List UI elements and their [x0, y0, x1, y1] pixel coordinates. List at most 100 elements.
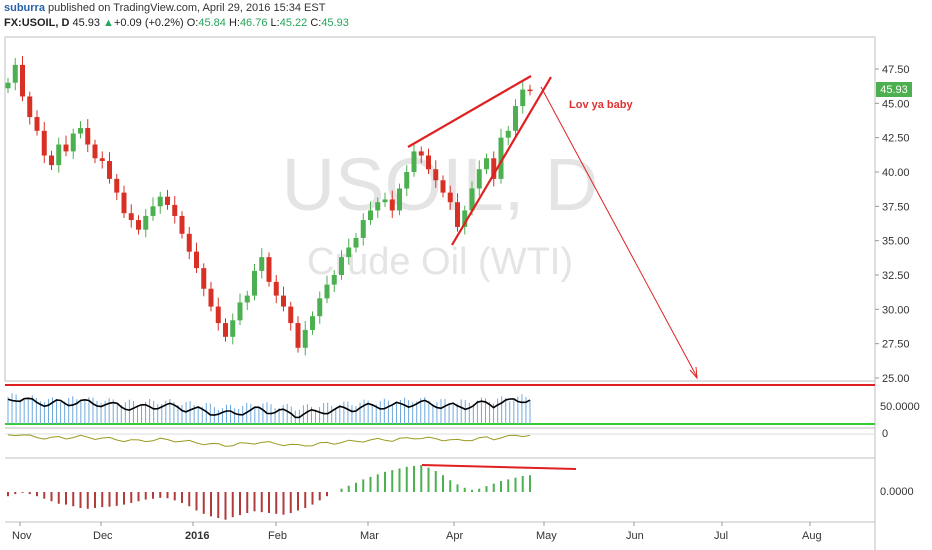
arrowhead-icon	[689, 366, 698, 380]
open-label: O:	[186, 17, 199, 29]
x-tick-label: 2016	[185, 530, 209, 542]
y-tick-label: 30.00	[882, 304, 910, 316]
wedge-lower-line[interactable]	[451, 76, 552, 246]
candle-body	[317, 298, 323, 317]
y-tick-label: 42.50	[882, 133, 910, 145]
price-axis: 47.50 45.00 42.50 40.00 37.50 35.00 32.50 30.00…	[875, 64, 910, 385]
price-badge	[876, 82, 912, 97]
close-value: 45.93	[321, 17, 349, 29]
y-tick-label: 27.50	[882, 339, 910, 351]
y-tick-label: 45.00	[882, 98, 910, 110]
candle-body	[252, 270, 257, 296]
candle-body	[34, 117, 40, 131]
candle-body	[324, 284, 330, 299]
candle-body	[85, 128, 91, 145]
candle-body	[208, 288, 214, 307]
candle-body	[223, 323, 228, 337]
candles-group	[5, 55, 533, 356]
candle-body	[78, 128, 83, 134]
candle-body	[63, 144, 69, 152]
candle-body	[179, 215, 185, 234]
candle-body	[165, 196, 170, 205]
author-link[interactable]: suburra	[4, 2, 45, 14]
candle-body	[418, 151, 424, 156]
candle-body	[310, 316, 315, 330]
candle-body	[259, 257, 265, 271]
candle-body	[397, 188, 402, 211]
y-tick-label: 37.50	[882, 201, 910, 213]
candle-body	[121, 192, 127, 214]
candle-body	[491, 158, 497, 179]
y-tick-label: 25.00	[882, 373, 910, 385]
candle-body	[70, 133, 76, 152]
candle-body	[41, 130, 47, 156]
candle-body	[114, 178, 120, 193]
wedge-upper-line[interactable]	[407, 75, 532, 148]
candle-body	[360, 220, 366, 238]
candle-body	[469, 188, 475, 211]
divergence-line[interactable]	[421, 464, 577, 470]
candle-body	[505, 130, 511, 138]
candle-body	[288, 306, 294, 324]
time-axis: Nov Dec 2016 Feb Mar Apr May Jun Jul Aug	[12, 522, 822, 542]
symbol-ohlc-line: FX:USOIL, D 45.93 ▲+0.09 (+0.2%) O:45.84…	[4, 17, 349, 29]
y-tick-label: 32.50	[882, 270, 910, 282]
candle-body	[455, 202, 460, 227]
candle-body	[346, 247, 352, 258]
candle-body	[527, 89, 533, 92]
candle-body	[476, 169, 482, 189]
candle-body	[484, 158, 489, 170]
candle-body	[302, 329, 308, 348]
symbol-label: FX:USOIL, D	[4, 17, 70, 29]
candle-body	[281, 295, 286, 307]
candle-body	[194, 251, 199, 269]
candle-body	[20, 64, 25, 97]
candle-body	[389, 199, 395, 211]
indicator1-level-label: 50.0000	[880, 401, 920, 413]
candle-body	[186, 233, 192, 252]
candle-body	[92, 144, 98, 159]
x-tick-label: Jun	[626, 530, 644, 542]
indicator3-histogram	[7, 465, 531, 520]
x-tick-label: Aug	[802, 530, 822, 542]
change-arrow-icon: ▲	[103, 17, 114, 29]
candle-body	[339, 257, 344, 275]
candle-body	[201, 268, 207, 289]
x-tick-label: May	[536, 530, 557, 542]
candle-body	[426, 155, 431, 170]
candle-body	[375, 202, 381, 211]
candle-body	[368, 210, 373, 221]
candle-body	[136, 220, 141, 230]
candle-body	[99, 158, 105, 162]
y-tick-label: 35.00	[882, 236, 910, 248]
candle-body	[353, 237, 359, 248]
candle-body	[382, 199, 388, 203]
candle-body	[433, 169, 439, 181]
candle-body	[157, 196, 163, 207]
x-tick-label: Apr	[446, 530, 463, 542]
indicator2-line	[7, 434, 531, 447]
candle-body	[237, 302, 243, 321]
candle-body	[266, 257, 272, 282]
low-label: L:	[270, 17, 280, 29]
indicator3-level-label: 0.0000	[880, 486, 914, 498]
candle-body	[150, 206, 156, 216]
candle-body	[230, 320, 236, 337]
price-badge-text: 45.93	[880, 84, 908, 96]
projection-arrow[interactable]	[540, 86, 698, 378]
annotation-text[interactable]: Lov ya baby	[569, 99, 633, 111]
candle-body	[273, 281, 279, 296]
publish-info: suburra published on TradingView.com, Ap…	[4, 2, 325, 14]
x-tick-label: Dec	[93, 530, 113, 542]
candle-body	[447, 192, 453, 203]
candle-body	[244, 295, 250, 303]
y-tick-label: 40.00	[882, 167, 910, 179]
candle-body	[404, 172, 410, 189]
candle-body	[27, 96, 33, 118]
last-price: 45.93	[72, 17, 100, 29]
close-label: C:	[310, 17, 322, 29]
x-tick-label: Nov	[12, 530, 32, 542]
x-tick-label: Feb	[268, 530, 287, 542]
x-tick-label: Mar	[360, 530, 379, 542]
